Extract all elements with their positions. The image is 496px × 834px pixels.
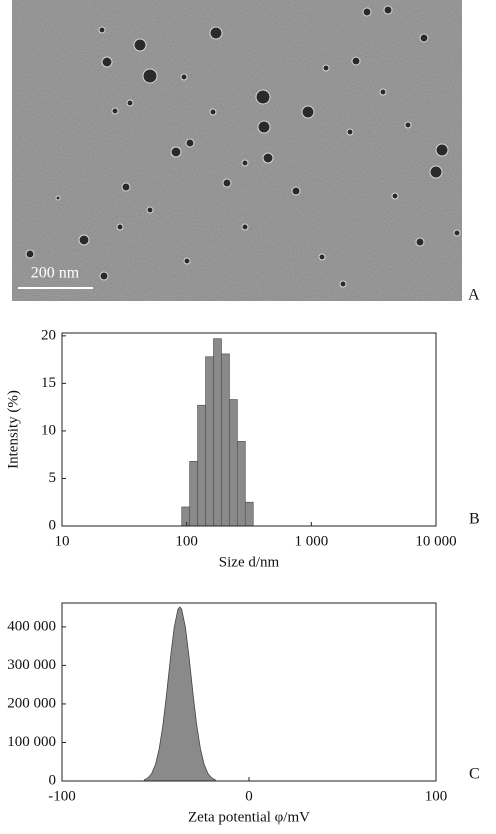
x-tick-label: 100 — [175, 533, 198, 549]
y-tick-label: 20 — [41, 327, 56, 343]
panel-label: A — [468, 287, 480, 304]
y-tick-label: 10 — [41, 422, 56, 438]
plot-frame — [61, 332, 437, 527]
bar — [197, 404, 206, 527]
x-tick-label: 1 000 — [294, 533, 328, 549]
x-axis-label: Zeta potential φ/mV — [188, 809, 310, 825]
y-tick-label: 0 — [49, 772, 57, 788]
y-tick-label: 200 000 — [7, 695, 56, 711]
x-tick-label: 100 — [425, 788, 448, 804]
y-tick-label: 5 — [49, 470, 57, 486]
y-tick-label: 100 000 — [7, 734, 56, 750]
bar — [205, 356, 214, 527]
x-tick-label: 10 000 — [415, 533, 456, 549]
bar — [229, 399, 238, 527]
tem-image: 200 nm — [12, 0, 462, 301]
area — [143, 606, 216, 782]
panel-label: B — [469, 511, 480, 528]
bar — [244, 501, 254, 527]
bar — [189, 460, 198, 527]
bar — [181, 506, 191, 527]
plot-frame — [61, 602, 437, 782]
x-tick-label: 0 — [245, 788, 253, 804]
y-axis-label: Intensity (%) — [5, 390, 21, 469]
x-axis-label: Size d/nm — [219, 554, 280, 570]
x-tick-label: -100 — [48, 788, 76, 804]
y-tick-label: 0 — [49, 517, 57, 533]
x-tick-label: 10 — [55, 533, 70, 549]
y-tick-label: 400 000 — [7, 618, 56, 634]
y-tick-label: 300 000 — [7, 657, 56, 673]
bar — [236, 441, 246, 527]
bar — [221, 353, 230, 527]
y-tick-label: 15 — [41, 375, 56, 391]
panel-label: C — [469, 766, 480, 783]
scale-bar-label: 200 nm — [31, 265, 80, 282]
bar — [213, 338, 222, 527]
